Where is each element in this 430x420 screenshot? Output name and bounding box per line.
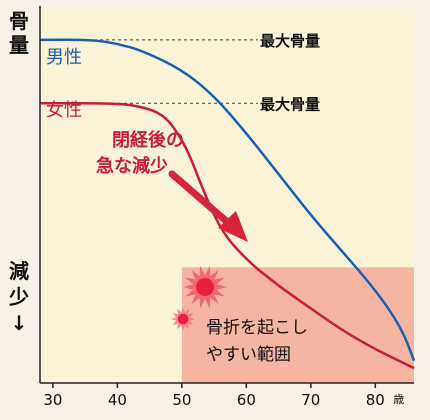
reference-label-0: 最大骨量 xyxy=(260,32,320,50)
reference-label-1: 最大骨量 xyxy=(260,95,320,113)
series-line-0 xyxy=(38,38,416,362)
annotation-fracture-line-2: やすい範囲 xyxy=(206,345,291,365)
series-label-0: 男性 xyxy=(46,47,82,68)
arrow-shaft xyxy=(168,170,236,230)
series-label-1: 女性 xyxy=(46,100,82,121)
x-tick-label-3: 60 xyxy=(237,391,256,409)
x-tick-label-4: 70 xyxy=(301,391,320,409)
annotation-menopause-line-2: 急な減少 xyxy=(96,155,168,177)
y-label-bottom-char: 少 xyxy=(8,285,29,309)
x-tick-label-1: 40 xyxy=(108,391,127,409)
fracture-burst-small-icon xyxy=(171,307,195,331)
arrow-head-icon xyxy=(218,211,248,242)
annotation-fracture-line-1: 骨折を起こし xyxy=(206,318,308,338)
fracture-burst-icon xyxy=(183,265,227,309)
annotation-menopause-line-1: 閉経後の xyxy=(112,129,184,151)
y-label-bottom-char: 減 xyxy=(9,259,29,283)
y-label-top-char: 量 xyxy=(9,33,29,57)
y-label-top-char: 骨 xyxy=(9,9,29,33)
x-tick-label-2: 50 xyxy=(172,391,191,409)
x-tick-label-0: 30 xyxy=(43,391,62,409)
x-tick-label-5: 80 xyxy=(366,391,385,409)
series-line-1 xyxy=(38,102,415,370)
y-label-bottom-char: ↓ xyxy=(11,311,28,335)
x-unit-label: 歳 xyxy=(393,393,404,406)
